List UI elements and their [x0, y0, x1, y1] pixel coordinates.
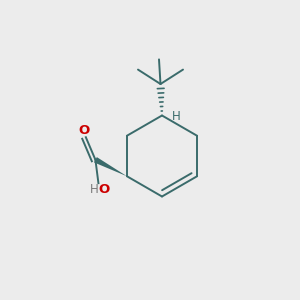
Polygon shape [94, 157, 127, 176]
Text: O: O [79, 124, 90, 137]
Text: O: O [99, 183, 110, 196]
Text: H: H [90, 183, 98, 196]
Text: H: H [172, 110, 181, 123]
